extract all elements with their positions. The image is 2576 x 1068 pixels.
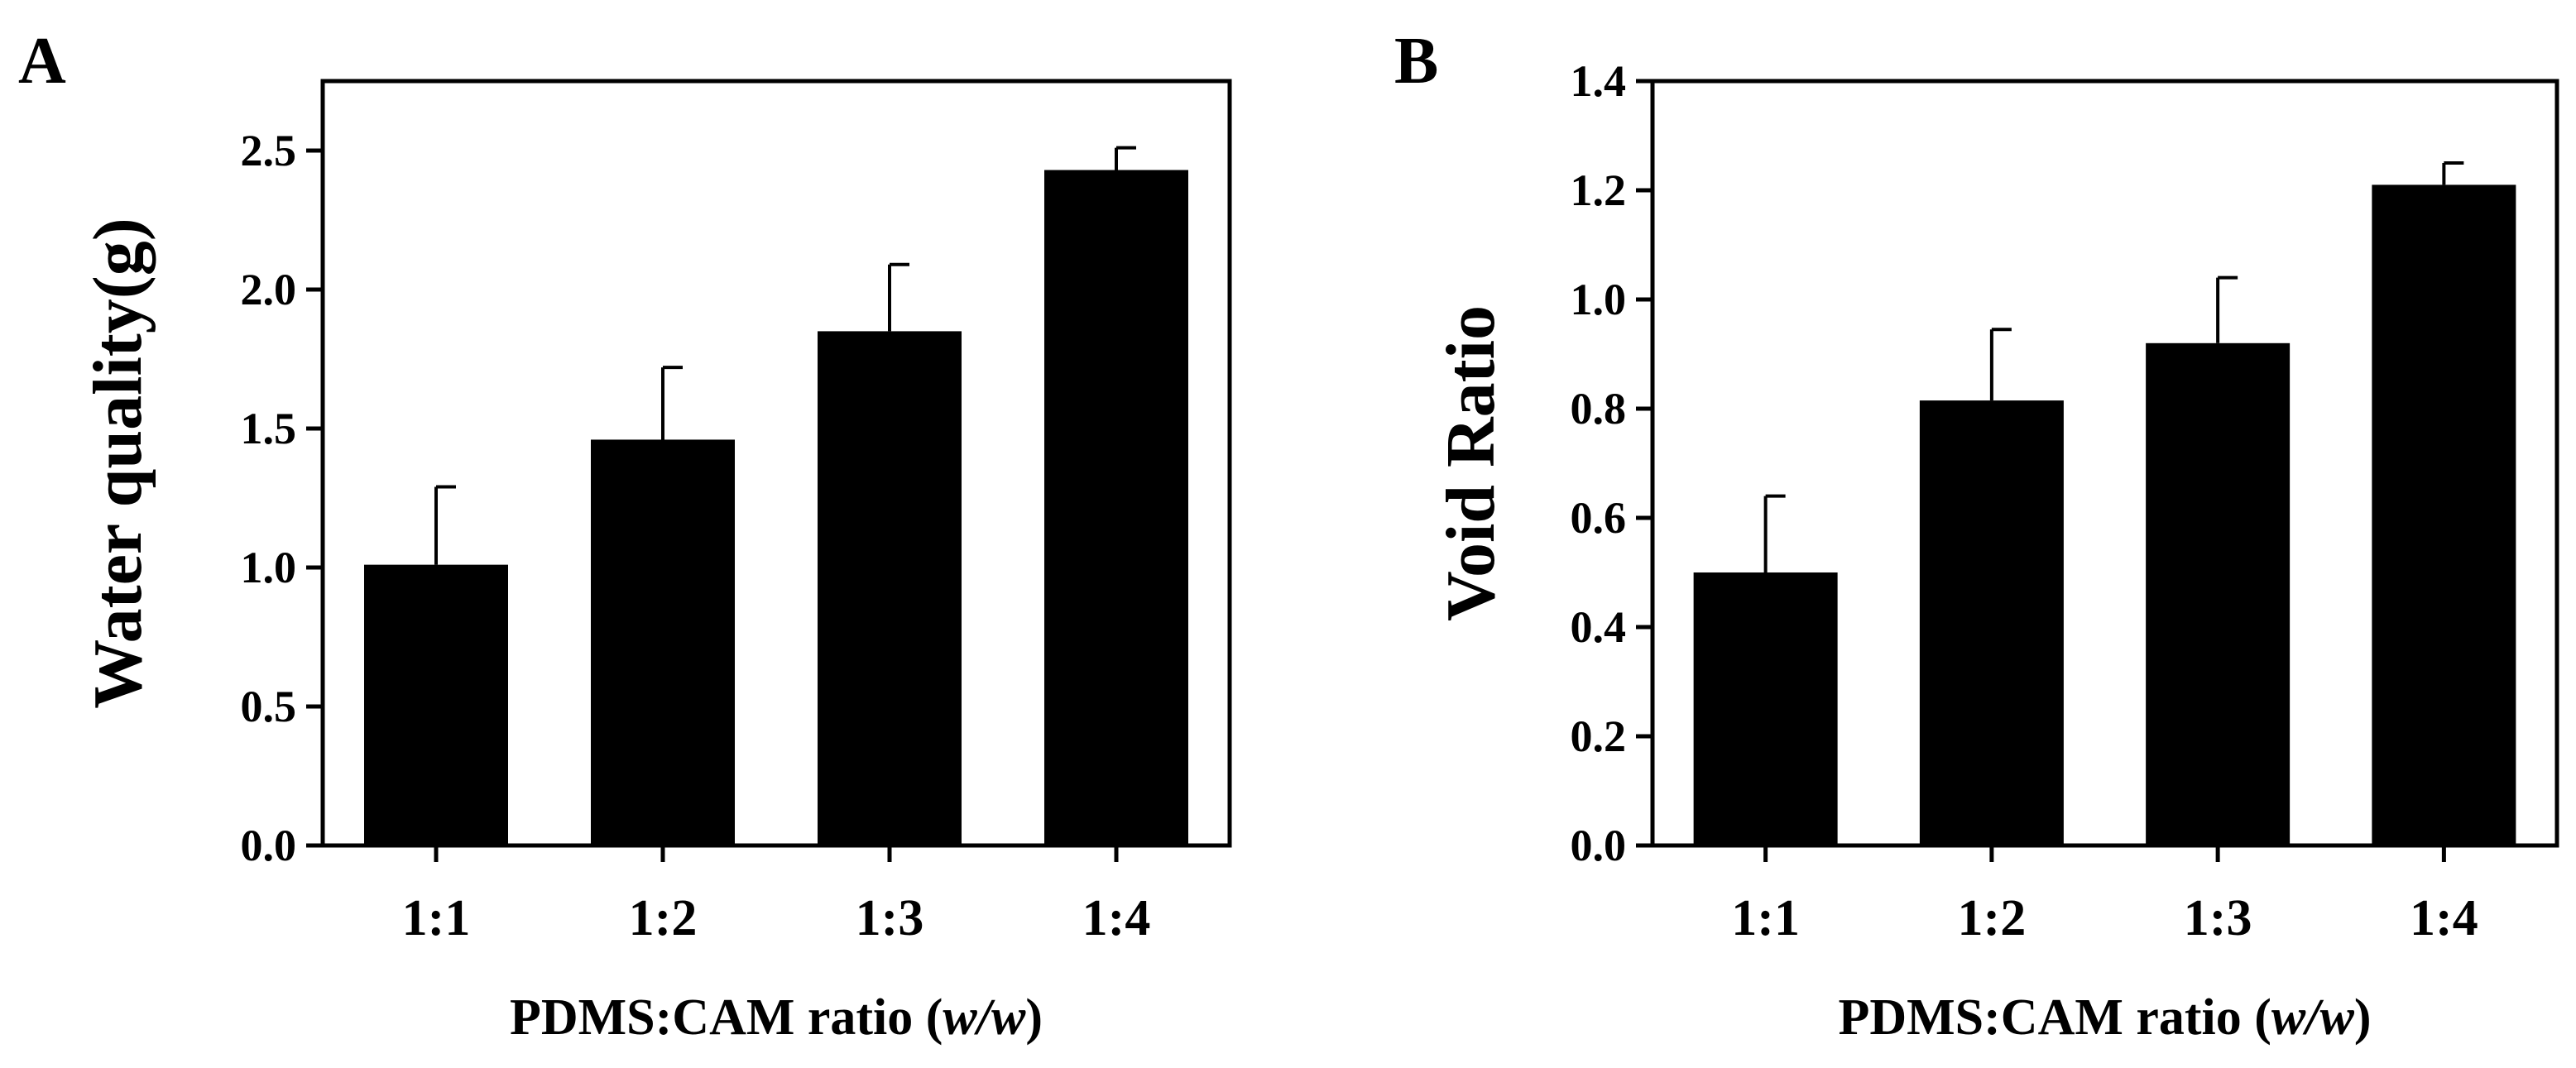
x-tick-label: 1:1 [1731,890,1800,946]
y-tick-label: 0.6 [1571,493,1627,543]
plot-frame [320,79,1232,848]
x-axis-title-main: PDMS:CAM ratio ( [1839,989,2271,1046]
x-tick-label: 1:4 [1082,890,1151,946]
x-tick-label: 1:3 [2184,890,2252,946]
x-tick-label: 1:2 [629,890,698,946]
y-tick-label: 1.5 [241,404,297,453]
bar [1919,400,2064,846]
x-axis-title-italic: w/w [943,989,1026,1046]
bar [1693,572,1838,845]
y-tick-label: 2.5 [241,126,297,175]
x-axis-title: PDMS:CAM ratio (w/w) [1839,989,2372,1046]
chart-panel-a: A 0.0 0.5 1.0 1.5 2.0 2.5 1:1 1:2 1:3 1:4 Water qua… [18,25,1232,1046]
y-tick-label: 0.0 [241,821,297,870]
y-tick-label: 0.8 [1571,384,1627,433]
y-tick-label: 1.0 [1571,275,1627,324]
panel-letter: B [1394,25,1438,98]
y-tick-label: 0.5 [241,682,297,731]
bar [364,564,508,845]
bar [2372,184,2516,845]
y-tick-label: 1.4 [1571,56,1627,106]
chart-panel-b: B 0.0 0.2 0.4 0.6 0.8 1.0 1.2 1.4 1:1 1:2 1:3 1:4 Voi… [1394,25,2559,1046]
y-axis-title: Water quality(g) [79,218,156,708]
plot-frame [1650,79,2559,848]
y-tick-label: 0.2 [1571,711,1627,761]
x-axis-title-italic: w/w [2271,989,2355,1046]
y-tick-label: 0.0 [1571,821,1627,870]
x-axis-title-main: PDMS:CAM ratio ( [510,989,943,1046]
bar [2146,342,2291,845]
x-axis-title-close: ) [2354,989,2372,1046]
bar [1044,170,1188,845]
x-tick-label: 1:4 [2410,890,2478,946]
y-tick-label: 0.4 [1571,602,1627,652]
y-tick-label: 2.0 [241,265,297,314]
x-tick-label: 1:2 [1958,890,2027,946]
bar [818,331,962,845]
y-tick-label: 1.2 [1571,165,1627,215]
x-tick-label: 1:3 [856,890,924,946]
y-tick-label: 1.0 [241,543,297,592]
x-axis-title-close: ) [1025,989,1043,1046]
x-tick-label: 1:1 [402,890,471,946]
bar [591,439,735,845]
panel-letter: A [18,25,66,98]
x-axis-title: PDMS:CAM ratio (w/w) [510,989,1043,1046]
y-axis-title: Void Ratio [1432,305,1509,621]
